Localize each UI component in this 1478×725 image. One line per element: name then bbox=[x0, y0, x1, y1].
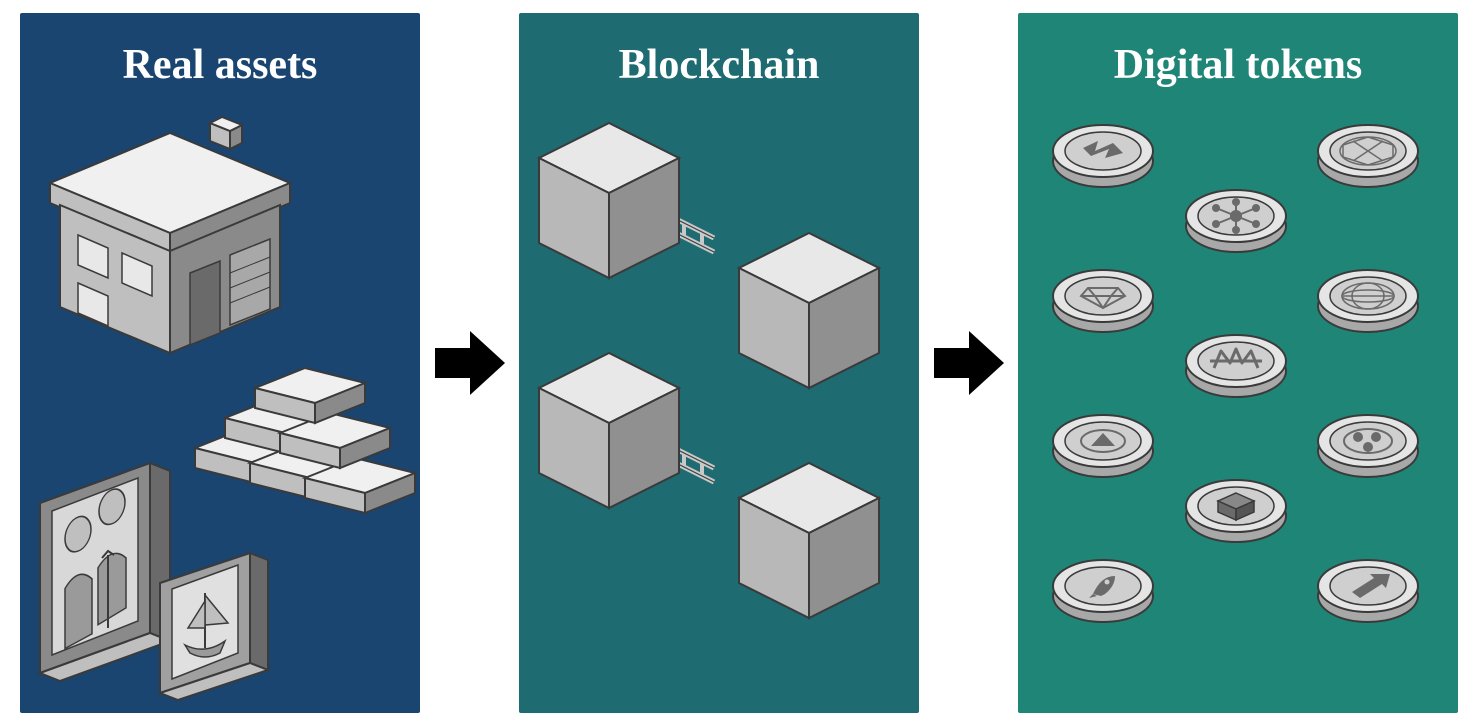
token-arrow-diag-icon bbox=[1318, 560, 1418, 622]
infographic-container: Real assets bbox=[0, 0, 1478, 725]
token-polyhedron-icon bbox=[1318, 125, 1418, 187]
blockchain-graphic bbox=[519, 113, 919, 703]
token-m-crown-icon bbox=[1186, 335, 1286, 397]
token-globe-icon bbox=[1318, 270, 1418, 332]
token-rocket-icon bbox=[1053, 560, 1153, 622]
panel-blockchain: Blockchain bbox=[519, 13, 919, 713]
panel-digital-tokens: Digital tokens bbox=[1018, 13, 1458, 713]
token-cube-3d-icon bbox=[1186, 480, 1286, 542]
token-zigzag-icon bbox=[1053, 125, 1153, 187]
cube-4-icon bbox=[739, 463, 879, 618]
house-icon bbox=[50, 117, 290, 353]
token-network-hub-icon bbox=[1186, 190, 1286, 252]
arrow-1-icon bbox=[430, 323, 510, 403]
token-triangle-up-icon bbox=[1053, 415, 1153, 477]
token-three-dots-icon bbox=[1318, 415, 1418, 477]
cube-1-icon bbox=[539, 123, 679, 278]
panel-title-blockchain: Blockchain bbox=[519, 13, 919, 89]
panel-real-assets: Real assets bbox=[20, 13, 420, 713]
token-diamond-icon bbox=[1053, 270, 1153, 332]
cube-3-icon bbox=[539, 353, 679, 508]
gold-bars-icon bbox=[195, 368, 415, 513]
panel-title-digital-tokens: Digital tokens bbox=[1018, 13, 1458, 89]
panel-title-real-assets: Real assets bbox=[20, 13, 420, 89]
tokens-graphic bbox=[1018, 113, 1458, 703]
cube-2-icon bbox=[739, 233, 879, 388]
arrow-2-icon bbox=[929, 323, 1009, 403]
painting-small-icon bbox=[160, 553, 268, 700]
real-assets-graphic bbox=[20, 113, 420, 703]
painting-large-icon bbox=[40, 463, 170, 681]
